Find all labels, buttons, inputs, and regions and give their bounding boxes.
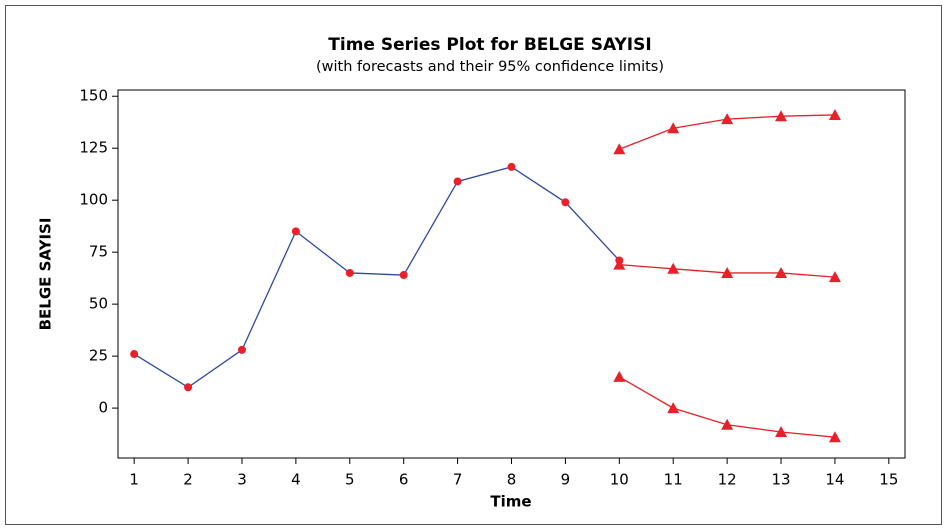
triangle-marker	[667, 122, 680, 134]
triangle-marker	[775, 266, 788, 278]
x-tick-label: 2	[183, 471, 193, 489]
triangle-marker	[613, 370, 626, 382]
triangle-marker	[613, 143, 626, 155]
point-marker	[561, 198, 570, 207]
x-tick-label: 12	[718, 471, 737, 489]
y-tick-label: 100	[79, 191, 108, 209]
point-marker	[184, 383, 193, 392]
triangle-marker	[775, 426, 788, 438]
point-marker	[399, 271, 408, 280]
point-marker	[345, 268, 354, 277]
y-tick-label: 0	[98, 399, 108, 417]
x-axis-label: Time	[490, 493, 531, 511]
x-tick-label: 11	[664, 471, 683, 489]
x-tick-label: 14	[825, 471, 844, 489]
point-marker	[291, 227, 300, 236]
triangle-marker	[828, 271, 841, 283]
triangle-marker	[613, 258, 626, 270]
chart-title: Time Series Plot for BELGE SAYISI	[328, 35, 651, 55]
y-tick-label: 150	[79, 87, 108, 105]
y-tick-label: 50	[89, 295, 108, 313]
triangle-marker	[667, 262, 680, 274]
x-tick-label: 3	[237, 471, 247, 489]
series-line	[133, 166, 620, 389]
x-tick-label: 6	[399, 471, 409, 489]
y-tick-label: 25	[89, 347, 108, 365]
point-marker	[507, 162, 516, 171]
point-marker	[237, 345, 246, 354]
point-marker	[130, 350, 139, 359]
triangle-marker	[721, 113, 734, 125]
y-tick-label: 75	[89, 243, 108, 261]
triangle-marker	[667, 402, 680, 414]
triangle-marker	[775, 110, 788, 122]
chart-frame	[5, 5, 942, 525]
x-tick-label: 8	[507, 471, 517, 489]
triangle-marker	[721, 418, 734, 430]
triangle-marker	[828, 108, 841, 120]
x-tick-label: 7	[453, 471, 463, 489]
triangle-marker	[721, 266, 734, 278]
triangle-marker	[828, 431, 841, 443]
x-tick-label: 4	[291, 471, 301, 489]
x-tick-label: 1	[129, 471, 139, 489]
x-tick-label: 9	[561, 471, 571, 489]
x-tick-label: 5	[345, 471, 355, 489]
y-axis-label: BELGE SAYISI	[37, 218, 55, 331]
x-tick-label: 15	[879, 471, 898, 489]
x-tick-label: 13	[771, 471, 790, 489]
x-tick-label: 10	[610, 471, 629, 489]
chart-subtitle: (with forecasts and their 95% confidence…	[316, 59, 664, 75]
point-marker	[453, 177, 462, 186]
y-tick-label: 125	[79, 139, 108, 157]
